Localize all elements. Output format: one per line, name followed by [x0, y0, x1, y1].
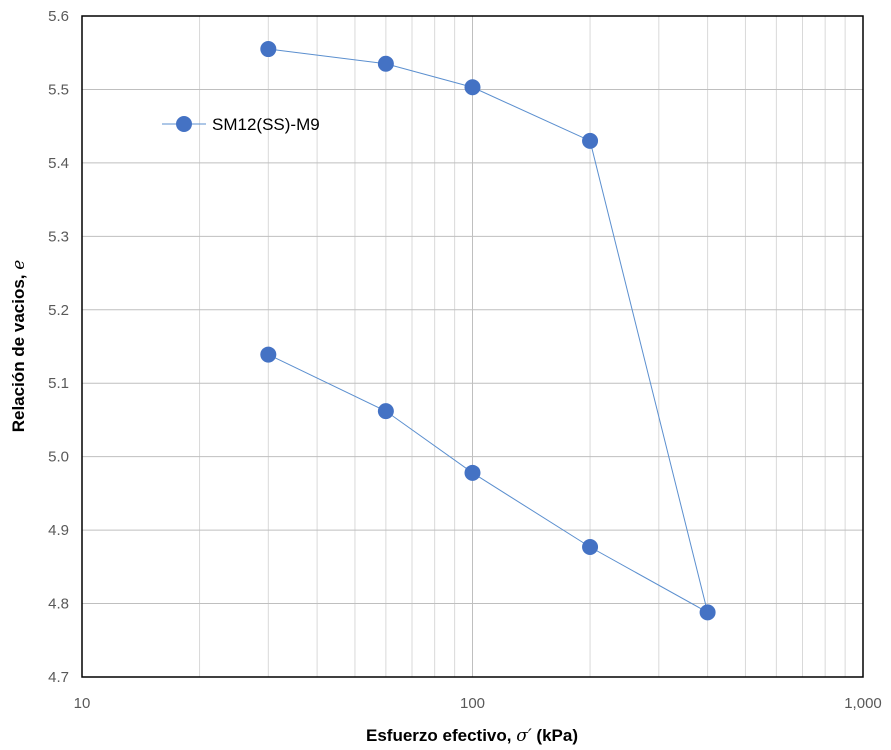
- data-point: [582, 132, 599, 149]
- y-tick-label: 4.7: [48, 669, 69, 686]
- data-point: [582, 539, 599, 556]
- y-tick-label: 4.9: [48, 522, 69, 539]
- data-point: [464, 464, 481, 481]
- legend: SM12(SS)-M9: [162, 115, 320, 134]
- legend-label: SM12(SS)-M9: [212, 115, 320, 134]
- y-tick-label: 5.0: [48, 449, 69, 466]
- data-point: [260, 346, 277, 363]
- x-tick-label: 1,000: [844, 695, 882, 712]
- series-group: [260, 41, 716, 621]
- y-tick-label: 5.1: [48, 375, 69, 392]
- x-axis-ticks: 10 100 1,000: [74, 695, 882, 712]
- x-axis-title: Esfuerzo efectivo, σ′ (kPa): [366, 726, 578, 746]
- data-point: [464, 79, 481, 96]
- data-point: [260, 41, 277, 58]
- legend-marker-swatch: [176, 116, 192, 132]
- y-axis-title: Relación de vacios, e: [9, 260, 29, 433]
- y-tick-label: 5.5: [48, 81, 69, 98]
- plot-area-border: [81, 15, 864, 678]
- y-tick-label: 4.8: [48, 596, 69, 613]
- y-axis-ticks: 4.7 4.8 4.9 5.0 5.1 5.2 5.3 5.4 5.5 5.6: [48, 8, 69, 686]
- data-point: [699, 604, 716, 621]
- data-point: [377, 55, 394, 72]
- x-tick-label: 10: [74, 695, 91, 712]
- y-tick-label: 5.4: [48, 155, 69, 172]
- y-tick-label: 5.3: [48, 228, 69, 245]
- y-tick-label: 5.2: [48, 302, 69, 319]
- grid-lines: [82, 16, 863, 677]
- x-tick-label: 100: [460, 695, 485, 712]
- y-tick-label: 5.6: [48, 8, 69, 25]
- data-point: [377, 403, 394, 420]
